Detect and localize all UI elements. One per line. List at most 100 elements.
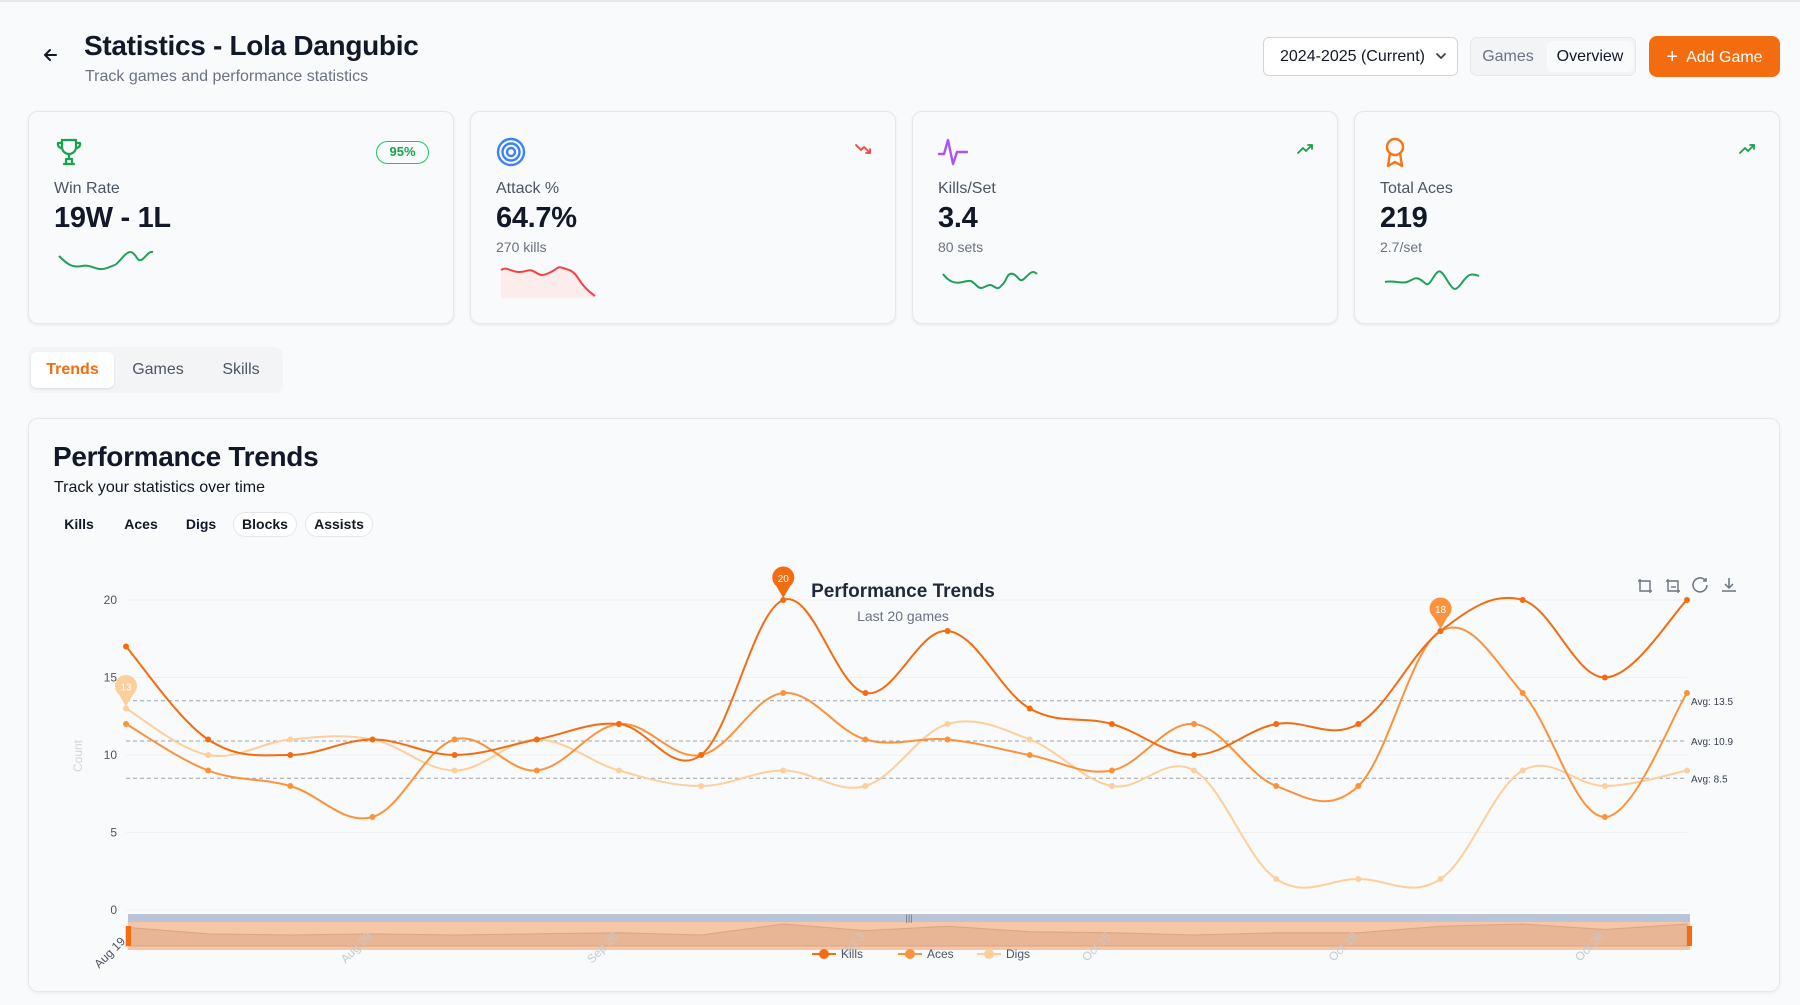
data-point-kills — [1108, 721, 1115, 727]
average-label: Avg: 13.5 — [1691, 697, 1734, 708]
y-tick-label: 5 — [110, 826, 117, 840]
download-icon[interactable] — [1722, 578, 1736, 592]
data-point-kills — [944, 628, 951, 634]
data-point-kills — [1355, 721, 1362, 727]
y-tick-label: 20 — [104, 593, 118, 607]
trending-up-icon — [1297, 142, 1315, 156]
trophy-icon — [53, 136, 85, 168]
data-point-aces — [1273, 783, 1280, 789]
data-point-digs — [944, 721, 951, 727]
data-point-kills — [533, 736, 540, 743]
data-point-aces — [1026, 752, 1033, 758]
data-point-digs — [1519, 767, 1526, 774]
data-point-digs — [1108, 783, 1115, 789]
data-point-aces — [205, 767, 212, 774]
aces-sparkline — [1384, 270, 1480, 290]
svg-text:|||: ||| — [905, 913, 912, 923]
season-select-value: 2024-2025 (Current) — [1280, 48, 1425, 65]
marker-label: 13 — [120, 683, 132, 694]
season-select[interactable]: 2024-2025 (Current) — [1263, 37, 1458, 76]
tab-trends[interactable]: Trends — [31, 352, 114, 388]
data-point-digs — [1601, 783, 1608, 789]
add-game-label: Add Game — [1686, 49, 1763, 66]
data-zoom-slider[interactable]: ||| — [125, 913, 1692, 950]
max-marker-aces — [1429, 597, 1452, 629]
average-label: Avg: 8.5 — [1691, 774, 1728, 785]
card-label: Total Aces — [1380, 180, 1453, 197]
legend-swatch-dot — [905, 949, 915, 959]
arrow-left-icon[interactable] — [36, 40, 66, 70]
data-point-digs — [780, 767, 787, 774]
card-label: Attack % — [496, 180, 560, 197]
stat-card-kills-per-set: Kills/Set 3.4 80 sets — [912, 111, 1338, 324]
data-point-kills — [780, 597, 787, 603]
legend-label: Kills — [841, 947, 863, 961]
average-lines: Avg: 13.5 Avg: 10.9 Avg: 8.5 — [126, 697, 1734, 785]
attack-sparkline — [500, 266, 596, 298]
restore-icon[interactable] — [1692, 577, 1708, 593]
data-point-kills — [1519, 597, 1526, 603]
zoom-icon[interactable] — [1638, 579, 1652, 593]
data-point-aces — [369, 814, 376, 820]
data-point-aces — [533, 767, 540, 774]
tab-skills[interactable]: Skills — [222, 361, 260, 378]
chart-legend: Kills Aces Digs — [812, 947, 1030, 961]
data-point-kills — [287, 752, 294, 758]
data-point-aces — [944, 736, 951, 743]
max-marker-kills — [772, 566, 795, 598]
target-icon — [495, 136, 527, 168]
data-point-aces — [287, 783, 294, 789]
trending-down-icon — [855, 142, 873, 156]
data-point-kills — [1026, 705, 1033, 712]
data-point-digs — [1437, 876, 1444, 882]
data-point-digs — [698, 783, 705, 789]
data-point-kills — [205, 736, 212, 743]
card-value: 219 — [1380, 202, 1428, 234]
metric-chip-kills[interactable]: Kills — [64, 516, 94, 532]
card-sub: 80 sets — [938, 239, 984, 255]
data-point-digs — [451, 767, 458, 774]
metric-chip-blocks[interactable]: Blocks — [233, 512, 297, 537]
view-toggle-overview[interactable]: Overview — [1547, 41, 1633, 72]
slider-handle-right[interactable] — [1687, 926, 1692, 946]
metric-chip-aces[interactable]: Aces — [124, 516, 158, 532]
metric-chip-digs[interactable]: Digs — [185, 516, 217, 532]
award-icon — [1379, 136, 1411, 168]
stat-card-total-aces: Total Aces 219 2.7/set — [1354, 111, 1780, 324]
top-border — [0, 0, 1800, 2]
data-point-aces — [1191, 721, 1198, 727]
card-value: 19W - 1L — [54, 202, 171, 234]
data-point-aces — [780, 690, 787, 696]
data-point-kills — [1191, 752, 1198, 758]
data-point-aces — [1519, 690, 1526, 696]
chart-subtitle: Last 20 games — [857, 608, 949, 624]
tab-games[interactable]: Games — [132, 361, 184, 378]
card-value: 3.4 — [938, 202, 978, 234]
data-point-aces — [123, 721, 129, 727]
data-point-digs — [1191, 767, 1198, 774]
data-point-kills — [1684, 597, 1690, 603]
data-point-kills — [123, 643, 129, 650]
slider-handle-left[interactable] — [126, 926, 131, 946]
chart-title: Performance Trends — [811, 581, 995, 602]
chart-toolbox — [1638, 577, 1736, 593]
marker-label: 18 — [1435, 605, 1447, 616]
performance-panel: Performance Trends Track your statistics… — [28, 418, 1780, 992]
data-point-digs — [1273, 876, 1280, 882]
y-axis-label: Count — [71, 739, 85, 772]
add-game-button[interactable]: + Add Game — [1649, 36, 1780, 77]
page-title: Statistics - Lola Dangubic — [84, 30, 419, 61]
win-rate-sparkline — [58, 250, 154, 271]
stat-card-win-rate: 95% Win Rate 19W - 1L — [28, 111, 454, 324]
data-point-kills — [698, 752, 705, 758]
data-point-kills — [1437, 628, 1444, 634]
win-rate-badge: 95% — [376, 141, 429, 164]
card-sub: 270 kills — [496, 239, 547, 255]
view-toggle-games[interactable]: Games — [1482, 48, 1534, 65]
zoom-reset-icon[interactable] — [1666, 579, 1680, 593]
series-line-aces — [125, 626, 1688, 820]
legend-swatch-dot — [819, 949, 829, 959]
chart-markers: 20 18 13 — [115, 566, 1452, 707]
metric-chip-assists[interactable]: Assists — [305, 512, 373, 537]
